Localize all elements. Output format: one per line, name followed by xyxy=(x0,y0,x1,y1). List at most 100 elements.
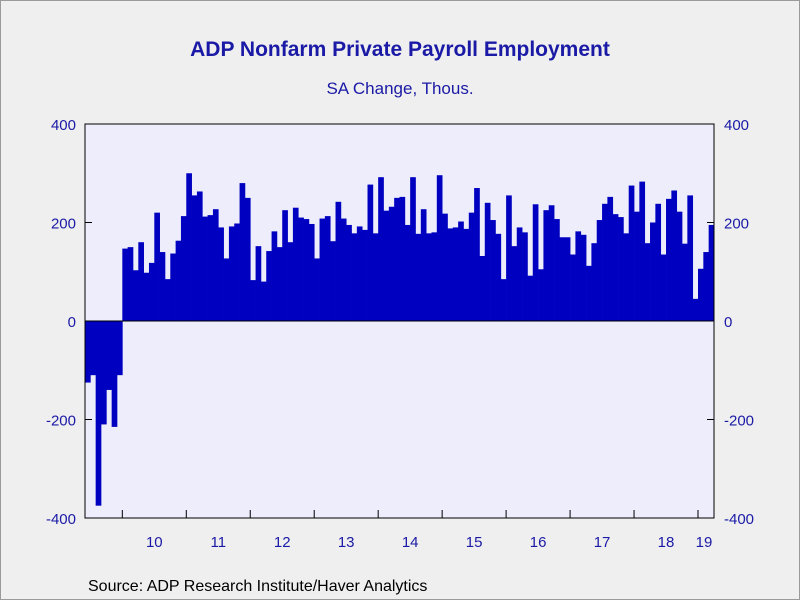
bar xyxy=(538,269,544,321)
bar xyxy=(303,219,310,321)
bar xyxy=(474,188,480,321)
bar xyxy=(148,262,155,321)
x-tick-label: 10 xyxy=(146,534,163,551)
bar xyxy=(378,177,384,321)
bar xyxy=(495,233,502,321)
bar xyxy=(324,216,331,321)
bar xyxy=(276,247,283,322)
bar xyxy=(415,233,422,321)
bar xyxy=(442,213,448,321)
y-tick-label-right: 0 xyxy=(724,314,732,331)
bar xyxy=(362,229,368,321)
bar xyxy=(463,228,470,321)
bar xyxy=(703,252,710,321)
bar xyxy=(122,248,128,321)
y-tick-label-right: -400 xyxy=(724,511,754,528)
bar xyxy=(660,254,667,321)
bar xyxy=(650,222,656,321)
bar xyxy=(698,268,704,321)
bar xyxy=(132,270,139,321)
bar xyxy=(314,258,320,321)
bar xyxy=(687,195,694,321)
bar xyxy=(676,211,683,321)
y-tick-label-right: -200 xyxy=(724,413,754,430)
bar xyxy=(287,242,294,321)
y-tick-label-left: 200 xyxy=(51,216,76,233)
bar xyxy=(202,216,208,321)
chart-title: ADP Nonfarm Private Payroll Employment xyxy=(190,38,610,61)
bar xyxy=(330,241,336,321)
bar xyxy=(282,210,288,321)
bar xyxy=(111,321,118,427)
bar xyxy=(623,233,630,321)
bar xyxy=(175,240,182,321)
bar xyxy=(618,217,624,321)
bar xyxy=(207,215,214,321)
bar xyxy=(239,183,246,321)
bar xyxy=(575,231,582,321)
bar xyxy=(671,190,678,321)
bar xyxy=(404,224,411,321)
bar xyxy=(116,321,123,376)
bar xyxy=(596,220,603,321)
y-tick-label-right: 200 xyxy=(724,216,749,233)
bar xyxy=(255,246,262,321)
bar xyxy=(196,191,203,321)
bar xyxy=(580,234,587,321)
bar xyxy=(308,223,315,321)
bar xyxy=(639,181,646,321)
bar xyxy=(607,196,614,321)
bar xyxy=(655,203,662,321)
bar xyxy=(634,211,640,321)
bar xyxy=(458,221,464,321)
bar xyxy=(228,226,235,321)
bar xyxy=(106,321,112,390)
bar xyxy=(410,177,416,321)
bar xyxy=(244,197,251,322)
bar xyxy=(548,205,555,321)
bar xyxy=(223,258,230,321)
bar xyxy=(383,210,390,321)
bar xyxy=(159,252,166,321)
bar xyxy=(271,231,278,321)
bar xyxy=(420,209,427,321)
bar xyxy=(479,255,486,321)
bar xyxy=(527,275,534,321)
x-tick-label: 19 xyxy=(696,534,713,551)
bar xyxy=(335,201,342,321)
x-tick-label: 15 xyxy=(466,534,483,551)
bar xyxy=(164,279,171,321)
bar xyxy=(186,173,192,321)
bar xyxy=(559,237,566,321)
bar xyxy=(266,251,272,321)
bar xyxy=(500,279,507,321)
bar xyxy=(682,243,688,321)
bar xyxy=(351,233,358,321)
bar xyxy=(644,243,651,321)
y-tick-label-left: 400 xyxy=(51,117,76,134)
bar xyxy=(356,226,363,321)
x-tick-label: 17 xyxy=(594,534,611,551)
bar xyxy=(154,212,160,321)
bar xyxy=(234,223,240,321)
bar xyxy=(506,195,512,321)
y-tick-label-left: -200 xyxy=(46,413,76,430)
bar xyxy=(522,232,528,321)
bar xyxy=(591,243,598,321)
bar xyxy=(468,212,475,321)
bar xyxy=(436,175,443,321)
bar xyxy=(399,196,406,321)
bar xyxy=(346,224,352,321)
bar xyxy=(90,321,97,376)
bar xyxy=(570,254,576,321)
bar xyxy=(543,210,550,321)
bar xyxy=(218,227,224,321)
x-tick-label: 11 xyxy=(210,534,226,551)
bar xyxy=(85,321,91,383)
bar xyxy=(100,321,107,425)
bar xyxy=(452,227,459,321)
x-tick-label: 12 xyxy=(274,534,291,551)
x-tick-label: 16 xyxy=(530,534,547,551)
x-tick-label: 13 xyxy=(338,534,355,551)
bar xyxy=(394,197,400,322)
